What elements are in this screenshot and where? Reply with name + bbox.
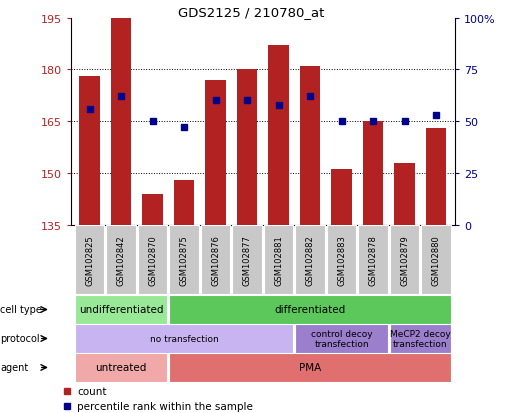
Bar: [426, 129, 446, 225]
Text: agent: agent: [0, 363, 28, 373]
Bar: [363, 122, 383, 225]
FancyBboxPatch shape: [201, 226, 230, 294]
FancyBboxPatch shape: [295, 226, 325, 294]
FancyBboxPatch shape: [358, 226, 388, 294]
FancyBboxPatch shape: [169, 296, 451, 324]
FancyBboxPatch shape: [169, 226, 199, 294]
Text: no transfection: no transfection: [150, 334, 219, 343]
FancyBboxPatch shape: [75, 354, 167, 382]
Bar: [268, 46, 289, 225]
Bar: [79, 77, 100, 225]
Text: GDS2125 / 210780_at: GDS2125 / 210780_at: [178, 6, 324, 19]
Bar: [174, 180, 194, 225]
Text: PMA: PMA: [299, 363, 321, 373]
Bar: [237, 70, 257, 225]
Bar: [142, 194, 163, 225]
FancyBboxPatch shape: [264, 226, 293, 294]
Text: untreated: untreated: [95, 363, 147, 373]
FancyBboxPatch shape: [390, 226, 419, 294]
FancyBboxPatch shape: [138, 226, 167, 294]
Text: GSM102842: GSM102842: [117, 235, 126, 285]
Bar: [111, 19, 131, 225]
Text: GSM102876: GSM102876: [211, 235, 220, 285]
FancyBboxPatch shape: [327, 226, 356, 294]
Text: MeCP2 decoy
transfection: MeCP2 decoy transfection: [390, 329, 451, 348]
Bar: [332, 170, 352, 225]
FancyBboxPatch shape: [75, 226, 104, 294]
Text: GSM102879: GSM102879: [400, 235, 409, 285]
Text: count: count: [77, 386, 107, 396]
Text: GSM102878: GSM102878: [369, 235, 378, 285]
FancyBboxPatch shape: [232, 226, 262, 294]
Text: percentile rank within the sample: percentile rank within the sample: [77, 401, 253, 411]
Text: undifferentiated: undifferentiated: [79, 305, 163, 315]
FancyBboxPatch shape: [422, 226, 451, 294]
FancyBboxPatch shape: [75, 296, 167, 324]
Text: GSM102882: GSM102882: [305, 235, 314, 285]
Text: cell type: cell type: [0, 305, 42, 315]
Text: differentiated: differentiated: [275, 305, 346, 315]
FancyBboxPatch shape: [390, 325, 451, 353]
Text: protocol: protocol: [0, 334, 40, 344]
Bar: [206, 81, 226, 225]
Text: GSM102825: GSM102825: [85, 235, 94, 285]
Text: GSM102877: GSM102877: [243, 235, 252, 285]
FancyBboxPatch shape: [295, 325, 388, 353]
FancyBboxPatch shape: [75, 325, 293, 353]
Text: GSM102870: GSM102870: [148, 235, 157, 285]
Text: GSM102875: GSM102875: [179, 235, 188, 285]
Text: control decoy
transfection: control decoy transfection: [311, 329, 372, 348]
Bar: [300, 67, 320, 225]
Text: GSM102880: GSM102880: [431, 235, 440, 285]
Text: GSM102881: GSM102881: [274, 235, 283, 285]
Bar: [394, 163, 415, 225]
FancyBboxPatch shape: [106, 226, 136, 294]
FancyBboxPatch shape: [169, 354, 451, 382]
Text: GSM102883: GSM102883: [337, 235, 346, 285]
